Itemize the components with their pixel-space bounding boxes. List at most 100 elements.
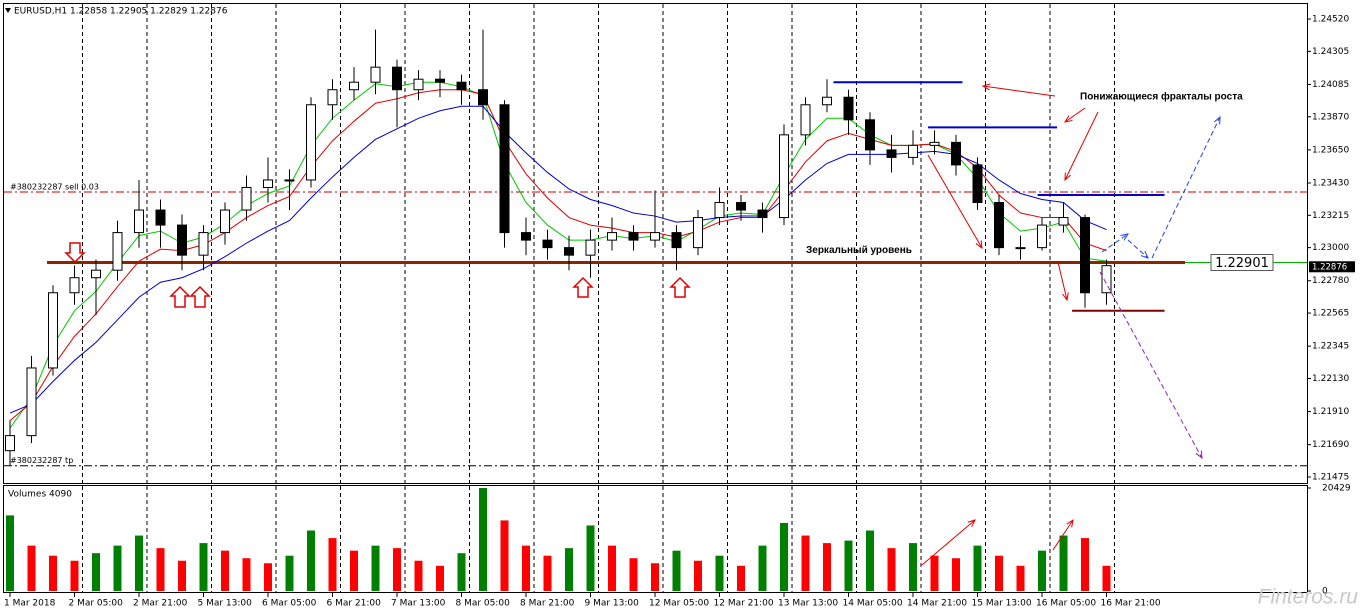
arrow [927,154,982,248]
volume-bar [565,548,573,591]
menu-triangle [5,8,11,13]
candle-body [650,232,660,241]
y-tick-label: 1.23870 [1312,112,1349,122]
candle-body [714,202,725,219]
order-label: #380232287 tp [10,456,73,465]
y-tick-label: 1.23650 [1312,145,1349,155]
volume-bar [1059,535,1068,591]
volume-bar [930,555,939,591]
fractal-arrow [669,276,691,298]
x-tick-label: 16 Mar 21:00 [1101,599,1161,609]
candle-body [736,202,746,211]
candle-body [220,209,230,234]
arrow [1052,520,1073,551]
y-tick-label: 1.21690 [1312,440,1349,450]
candle-body [628,232,639,241]
x-tick-label: 14 Mar 05:00 [843,599,903,609]
volume-bar [909,543,917,591]
y-tick-label: 1.22345 [1312,342,1349,352]
candle-body [370,66,381,83]
volume-bar [1081,538,1089,591]
volume-bar [285,555,294,591]
candle-body [435,78,445,83]
volume-bar [758,545,767,591]
y-tick-label: 1.23430 [1312,178,1349,188]
volume-bar [629,558,638,591]
volume-bar [995,555,1003,591]
candle-body [241,186,252,211]
volume-bar [608,545,616,591]
candle-body [48,292,58,369]
volume-bar [436,565,444,591]
forecast-path [1101,234,1128,253]
x-tick-label: 6 Mar 21:00 [327,599,382,609]
fractal-arrow [189,285,211,308]
candle-body [5,435,15,452]
x-tick-label: 2 Mar 05:00 [69,599,124,609]
candle-body [908,144,918,158]
y-tick-label: 1.22780 [1312,276,1349,286]
volume-bar [823,543,831,591]
volume-bar [264,563,272,591]
forecast-path [1151,117,1220,259]
candle-body [1015,247,1026,250]
x-tick-label: 12 Mar 21:00 [714,599,774,609]
volume-bar [242,558,251,591]
moving-average [9,89,1107,421]
candle-body [26,367,37,437]
signal-arrows [64,242,691,308]
candle-body [134,209,144,234]
volume-bar [887,548,896,591]
volume-bar [694,560,702,591]
volume-bar [178,560,186,591]
volume-bar [952,558,960,591]
y-tick-label: 20429 [1322,484,1351,494]
volume-bar [414,560,423,591]
mirror-value: 1.22901 [1215,256,1269,271]
x-tick-label: 7 Mar 13:00 [391,599,446,609]
x-tick-label: 14 Mar 21:00 [907,599,967,609]
candle-body [349,81,359,91]
candle-body [757,209,768,219]
candle-body [69,277,80,294]
candle-body [1101,265,1112,294]
volume-bar [113,545,122,591]
forecast-path [1127,239,1148,258]
forecast-path [1099,271,1202,458]
candle-body [822,96,832,106]
candle-body [800,104,811,136]
candle-body [886,149,897,158]
volume-bar [844,540,853,591]
x-tick-label: 16 Mar 05:00 [1036,599,1096,609]
arrow [921,520,975,566]
candle-body [671,232,682,249]
forecast [1099,117,1220,458]
volume-bar [801,535,810,591]
candle-body [1037,224,1047,249]
candle-body [843,96,854,121]
volume-bar [479,488,487,591]
volume-bar [27,545,36,591]
candle-body [929,141,940,146]
volume-bar [457,553,466,591]
volume-bar [70,560,79,591]
x-tick-label: 9 Mar 13:00 [585,599,640,609]
candle-body [564,247,574,256]
volume-bar [543,555,552,591]
volume-bar [49,555,57,591]
candle-body [91,269,101,279]
candle-body [263,179,273,188]
volume-bar [651,563,659,591]
volume-bar [522,545,530,591]
volume-bar [371,545,380,591]
volume-bar [586,525,595,591]
candle-body [1080,217,1090,294]
candle-body [306,104,316,181]
volume-bar [350,550,358,591]
x-tick-label: 13 Mar 13:00 [778,599,838,609]
fractal-arrow [572,276,594,298]
y-tick-label: 1.24305 [1312,47,1349,57]
candle-body [177,224,187,256]
y-tick-label: 1.22130 [1312,374,1349,384]
volume-bar [672,550,681,591]
